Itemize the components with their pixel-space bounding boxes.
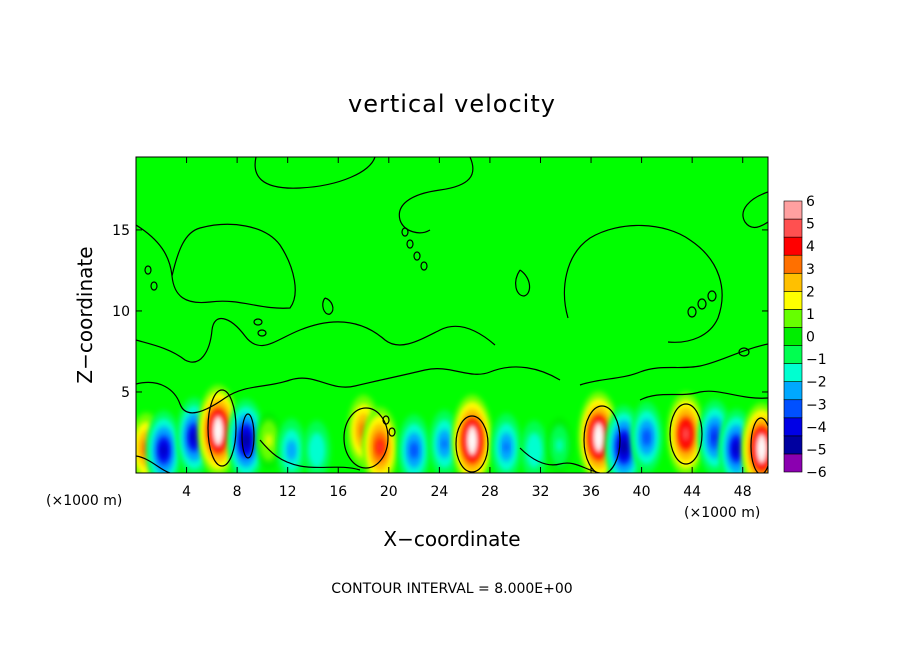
velocity-cell xyxy=(429,409,460,473)
y-tick-label: 15 xyxy=(112,223,130,239)
colorbar-swatch xyxy=(783,435,803,455)
velocity-cell xyxy=(742,402,768,473)
colorbar-tick-label: −2 xyxy=(806,375,827,391)
x-tick-label: 40 xyxy=(633,484,651,500)
colorbar-tick-label: −6 xyxy=(806,465,827,481)
x-tick-label: 8 xyxy=(233,484,242,500)
y-axis: 5 10 15 xyxy=(112,223,768,401)
plot-area xyxy=(135,156,769,474)
y-tick-label: 5 xyxy=(121,385,130,401)
x-unit-right: (×1000 m) xyxy=(684,505,760,521)
x-tick-label: 16 xyxy=(329,484,347,500)
velocity-cell xyxy=(398,414,430,473)
colorbar-swatch xyxy=(783,236,803,256)
velocity-cell xyxy=(146,410,182,473)
colorbar-swatch xyxy=(783,200,803,220)
colorbar-swatch xyxy=(783,272,803,292)
colorbar-swatch xyxy=(783,291,803,310)
colorbar-swatch xyxy=(783,345,803,364)
colorbar-tick-label: −5 xyxy=(806,442,827,458)
colorbar-tick-label: 4 xyxy=(806,239,815,255)
colorbar-swatch xyxy=(783,381,803,401)
x-tick-label: 32 xyxy=(532,484,550,500)
velocity-cell xyxy=(520,420,548,473)
x-axis-label: X−coordinate xyxy=(383,527,520,551)
chart-title: vertical velocity xyxy=(348,90,556,118)
x-tick-label: 28 xyxy=(481,484,499,500)
x-tick-label: 44 xyxy=(683,484,701,500)
y-tick-label: 10 xyxy=(112,304,130,320)
colorbar-tick-label: 6 xyxy=(806,194,815,210)
colorbar-tick-label: 1 xyxy=(806,307,815,323)
colorbar-tick-label: −4 xyxy=(806,420,827,436)
x-tick-label: 24 xyxy=(430,484,448,500)
x-axis: 4 8 12 16 20 24 28 32 36 40 44 48 xyxy=(182,157,752,500)
colorbar-tick-label: 5 xyxy=(806,217,815,233)
x-tick-label: 12 xyxy=(279,484,297,500)
velocity-cell xyxy=(547,417,572,473)
colorbar-swatch xyxy=(783,453,803,473)
colorbar-swatch xyxy=(783,218,803,238)
colorbar-swatch xyxy=(783,399,803,419)
colorbar: 6 5 4 3 2 1 0 −1 −2 −3 −4 −5 −6 xyxy=(783,194,827,481)
colorbar-tick-label: −1 xyxy=(806,352,827,368)
x-tick-label: 48 xyxy=(734,484,752,500)
contour-interval-note: CONTOUR INTERVAL = 8.000E+00 xyxy=(331,581,572,597)
x-unit-left: (×1000 m) xyxy=(46,493,122,509)
y-axis-label: Z−coordinate xyxy=(73,246,97,383)
colorbar-tick-label: −3 xyxy=(806,397,827,413)
x-tick-label: 4 xyxy=(182,484,191,500)
contour-lines xyxy=(136,157,768,473)
colorbar-swatch xyxy=(783,363,803,382)
colorbar-tick-label: 3 xyxy=(806,262,815,278)
colorbar-swatch xyxy=(783,327,803,346)
colorbar-swatch xyxy=(783,309,803,328)
velocity-cell xyxy=(303,420,330,473)
plot-frame xyxy=(135,156,769,474)
velocity-cell xyxy=(631,401,663,473)
velocity-cell xyxy=(362,407,398,473)
velocity-cell xyxy=(277,418,306,473)
colorbar-tick-label: 2 xyxy=(806,284,815,300)
velocity-cell xyxy=(198,384,238,473)
x-tick-label: 36 xyxy=(582,484,600,500)
x-tick-label: 20 xyxy=(380,484,398,500)
colorbar-swatch xyxy=(783,417,803,437)
velocity-cell xyxy=(491,413,522,473)
velocity-cell xyxy=(667,392,704,473)
colorbar-swatch xyxy=(783,254,803,274)
colorbar-tick-label: 0 xyxy=(806,330,815,346)
